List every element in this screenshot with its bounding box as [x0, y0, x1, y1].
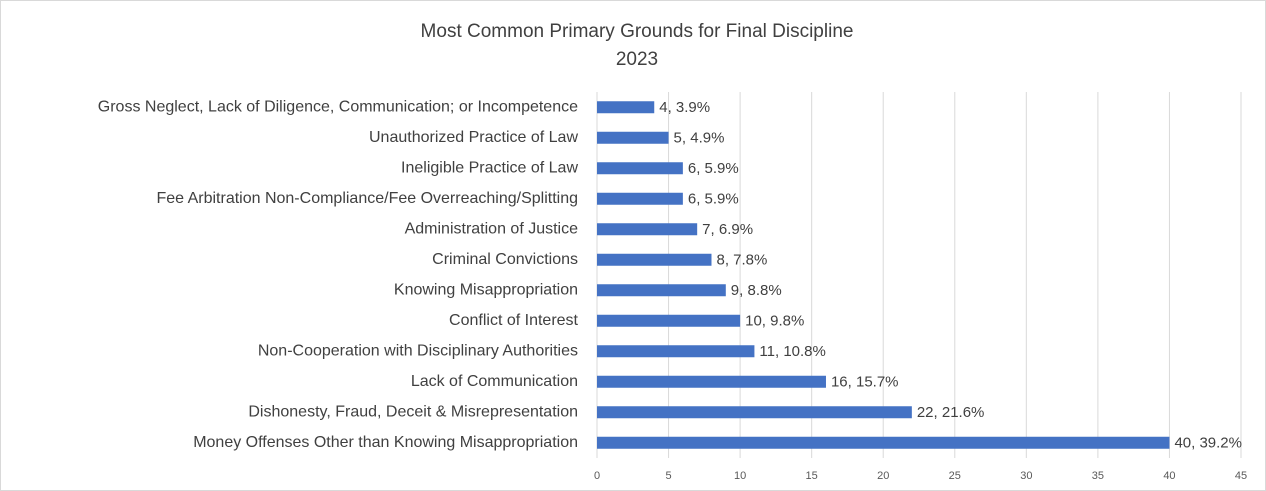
x-tick-label: 15: [806, 470, 818, 482]
y-tick-label: Conflict of Interest: [449, 312, 579, 329]
y-tick-label: Ineligible Practice of Law: [401, 159, 578, 176]
data-label: 6, 5.9%: [688, 191, 739, 208]
bar: [597, 284, 726, 297]
y-tick-label: Dishonesty, Fraud, Deceit & Misrepresent…: [248, 403, 578, 420]
bar: [597, 131, 669, 144]
data-label: 4, 3.9%: [659, 99, 710, 116]
bar: [597, 345, 755, 358]
y-tick-label: Knowing Misappropriation: [394, 281, 578, 298]
y-tick-label: Criminal Convictions: [432, 251, 578, 268]
bar: [597, 223, 698, 236]
x-tick-label: 25: [949, 470, 961, 482]
y-tick-label: Gross Neglect, Lack of Diligence, Commun…: [98, 98, 578, 115]
data-label: 9, 8.8%: [731, 282, 782, 299]
y-tick-label: Administration of Justice: [405, 220, 579, 237]
bar: [597, 436, 1170, 449]
y-tick-label: Money Offenses Other than Knowing Misapp…: [193, 434, 578, 451]
bar: [597, 253, 712, 266]
bar: [597, 375, 826, 388]
data-label: 11, 10.8%: [759, 343, 825, 360]
data-label: 22, 21.6%: [917, 404, 985, 421]
x-tick-label: 10: [734, 470, 746, 482]
chart-title: Most Common Primary Grounds for Final Di…: [421, 21, 854, 42]
x-tick-label: 5: [665, 470, 671, 482]
bar: [597, 192, 683, 205]
y-tick-label: Unauthorized Practice of Law: [369, 129, 578, 146]
y-tick-label: Fee Arbitration Non-Compliance/Fee Overr…: [156, 190, 578, 207]
x-tick-label: 0: [594, 470, 600, 482]
data-label: 40, 39.2%: [1174, 435, 1242, 452]
bar: [597, 101, 655, 114]
chart-subtitle: 2023: [616, 49, 658, 70]
y-tick-label: Non-Cooperation with Disciplinary Author…: [258, 342, 578, 359]
bar: [597, 162, 683, 175]
data-label: 6, 5.9%: [688, 160, 739, 177]
data-label: 8, 7.8%: [716, 252, 767, 269]
data-label: 5, 4.9%: [674, 130, 725, 147]
data-label: 10, 9.8%: [745, 313, 804, 330]
bar: [597, 314, 741, 327]
x-tick-label: 40: [1163, 470, 1175, 482]
x-tick-label: 30: [1020, 470, 1032, 482]
data-label: 7, 6.9%: [702, 221, 753, 238]
bar: [597, 406, 912, 419]
data-label: 16, 15.7%: [831, 374, 899, 391]
x-tick-label: 45: [1235, 470, 1247, 482]
x-tick-label: 20: [877, 470, 889, 482]
y-tick-label: Lack of Communication: [411, 373, 578, 390]
x-tick-label: 35: [1092, 470, 1104, 482]
